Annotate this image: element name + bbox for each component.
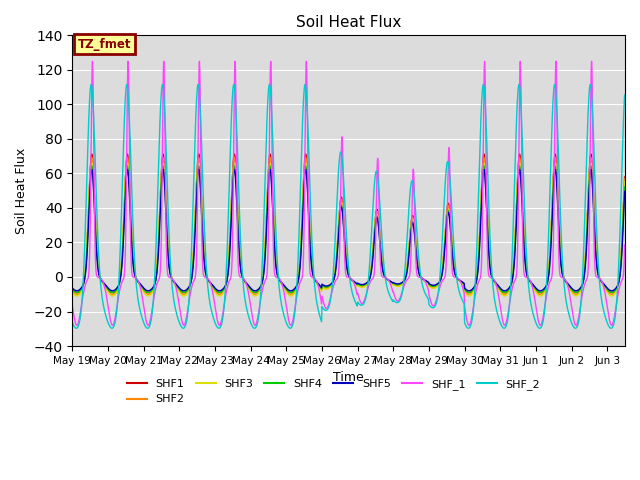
SHF1: [228, 174, 236, 180]
Line: SHF3: SHF3: [72, 163, 625, 296]
SHF5: [487, 271, 495, 277]
SHF4: [548, 209, 556, 215]
SHF_1: [168, 276, 176, 282]
SHF_2: [487, 254, 495, 260]
SHF_2: [68, 320, 76, 325]
SHF2: [279, 282, 287, 288]
SHF1: [179, 289, 186, 295]
SHF_2: [88, 82, 95, 87]
SHF5: [279, 281, 287, 287]
SHF2: [68, 288, 76, 294]
SHF3: [73, 293, 81, 299]
SHF2: [168, 276, 176, 282]
Line: SHF4: SHF4: [72, 166, 625, 292]
SHF5: [73, 288, 81, 294]
SHF4: [168, 277, 176, 283]
SHF5: [621, 189, 628, 194]
SHF4: [88, 163, 95, 169]
SHF2: [73, 291, 81, 297]
SHF_1: [548, 271, 556, 276]
SHF3: [621, 179, 628, 184]
SHF_2: [168, 285, 176, 291]
SHF1: [487, 269, 495, 275]
Text: TZ_fmet: TZ_fmet: [78, 38, 131, 51]
SHF4: [279, 281, 287, 287]
SHF2: [548, 201, 556, 207]
SHF_1: [279, 283, 287, 289]
Title: Soil Heat Flux: Soil Heat Flux: [296, 15, 401, 30]
SHF3: [548, 202, 556, 207]
SHF_2: [621, 92, 628, 98]
SHF3: [88, 160, 95, 166]
SHF2: [228, 176, 236, 181]
Line: SHF_2: SHF_2: [72, 84, 625, 328]
SHF_2: [548, 116, 556, 122]
SHF4: [68, 287, 76, 292]
SHF2: [487, 267, 495, 273]
SHF3: [279, 283, 287, 289]
SHF1: [168, 276, 176, 282]
SHF4: [179, 289, 186, 295]
SHF4: [228, 184, 236, 190]
SHF4: [621, 184, 628, 190]
SHF_1: [487, 275, 495, 280]
SHF_1: [68, 303, 76, 309]
SHF5: [168, 277, 176, 283]
SHF3: [68, 289, 76, 295]
SHF4: [73, 289, 81, 295]
SHF_1: [228, 242, 236, 248]
SHF3: [228, 179, 236, 184]
SHF2: [179, 291, 186, 297]
SHF_1: [621, 242, 628, 248]
SHF_2: [228, 92, 236, 98]
SHF1: [88, 151, 95, 157]
SHF_2: [73, 325, 81, 331]
SHF_1: [88, 59, 96, 64]
SHF4: [487, 269, 495, 275]
SHF5: [68, 285, 76, 291]
SHF1: [73, 289, 81, 295]
SHF_1: [73, 323, 81, 328]
SHF2: [88, 155, 95, 160]
Legend: SHF1, SHF2, SHF3, SHF4, SHF5, SHF_1, SHF_2: SHF1, SHF2, SHF3, SHF4, SHF5, SHF_1, SHF…: [122, 374, 545, 409]
SHF5: [228, 189, 236, 194]
SHF2: [621, 176, 628, 181]
Line: SHF1: SHF1: [72, 154, 625, 292]
SHF1: [548, 202, 556, 208]
Line: SHF_1: SHF_1: [72, 61, 625, 325]
SHF1: [279, 281, 287, 287]
SHF_2: [179, 325, 186, 331]
SHF5: [88, 167, 95, 172]
SHF1: [621, 174, 628, 180]
X-axis label: Time: Time: [333, 372, 364, 384]
SHF_1: [179, 321, 186, 327]
SHF3: [179, 293, 186, 299]
SHF5: [548, 215, 556, 220]
SHF1: [68, 287, 76, 292]
SHF5: [179, 288, 186, 293]
SHF_2: [279, 307, 287, 312]
Line: SHF5: SHF5: [72, 169, 625, 291]
Line: SHF2: SHF2: [72, 157, 625, 294]
SHF3: [168, 276, 176, 282]
Y-axis label: Soil Heat Flux: Soil Heat Flux: [15, 147, 28, 234]
SHF3: [487, 265, 495, 271]
